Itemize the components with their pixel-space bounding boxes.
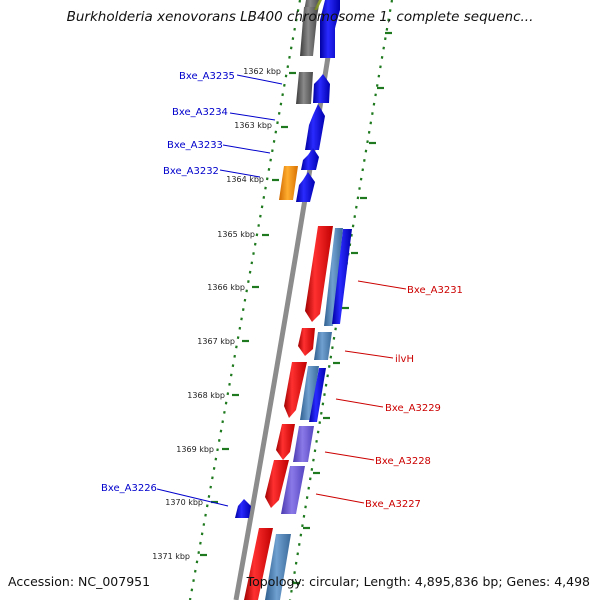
inner-ruler <box>188 0 302 600</box>
tick-label: 1368 kbp <box>187 391 225 400</box>
tick-label: 1362 kbp <box>243 67 281 76</box>
forward-genes[interactable] <box>235 0 340 518</box>
gene-Bxe_A3227[interactable] <box>265 460 289 508</box>
gene-label: Bxe_A3235 <box>179 71 235 82</box>
gene-label: Bxe_A3232 <box>163 166 219 177</box>
gene-label: Bxe_A3231 <box>407 285 463 296</box>
reverse-genes[interactable] <box>244 226 333 600</box>
gene-ilvH[interactable] <box>298 328 315 356</box>
gene-label: Bxe_A3229 <box>385 403 441 414</box>
ruler-labels: 1362 kbp 1363 kbp 1364 kbp 1365 kbp 1366… <box>152 67 281 561</box>
tick-label: 1371 kbp <box>152 552 190 561</box>
tick-label: 1365 kbp <box>217 230 255 239</box>
gene-label: Bxe_A3226 <box>101 483 157 494</box>
gene-Bxe_A3228[interactable] <box>276 424 295 460</box>
gene-Bxe_A3235[interactable] <box>313 74 330 103</box>
domain-blocks <box>265 228 352 600</box>
tick-label: 1369 kbp <box>176 445 214 454</box>
gene-labels: Bxe_A3235 Bxe_A3234 Bxe_A3233 Bxe_A3232 … <box>101 71 463 510</box>
tick-label: 1364 kbp <box>226 175 264 184</box>
gene-Bxe_A3226[interactable] <box>235 499 251 518</box>
genome-summary: Topology: circular; Length: 4,895,836 bp… <box>246 574 590 589</box>
gene-Bxe_A3229[interactable] <box>284 362 307 418</box>
inner-features <box>279 0 322 200</box>
gene-Bxe_A3231[interactable] <box>305 226 333 322</box>
gene-Bxe_A3234[interactable] <box>305 104 325 150</box>
map-title: Burkholderia xenovorans LB400 chromosome… <box>66 9 534 25</box>
gene-label: Bxe_A3233 <box>167 140 223 151</box>
accession-text: Accession: NC_007951 <box>8 574 151 589</box>
gene-label: Bxe_A3228 <box>375 456 431 467</box>
tick-label: 1370 kbp <box>165 498 203 507</box>
leader-lines <box>156 74 407 507</box>
tick-label: 1363 kbp <box>234 121 272 130</box>
gene-Bxe_A3233[interactable] <box>301 148 319 170</box>
gene-label: Bxe_A3234 <box>172 107 228 118</box>
gene-Bxe_A3232[interactable] <box>296 172 315 202</box>
ruler-ticks <box>200 31 392 585</box>
gene-label: ilvH <box>395 354 414 365</box>
gene-label: Bxe_A3227 <box>365 499 421 510</box>
tick-label: 1367 kbp <box>197 337 235 346</box>
tick-label: 1366 kbp <box>207 283 245 292</box>
